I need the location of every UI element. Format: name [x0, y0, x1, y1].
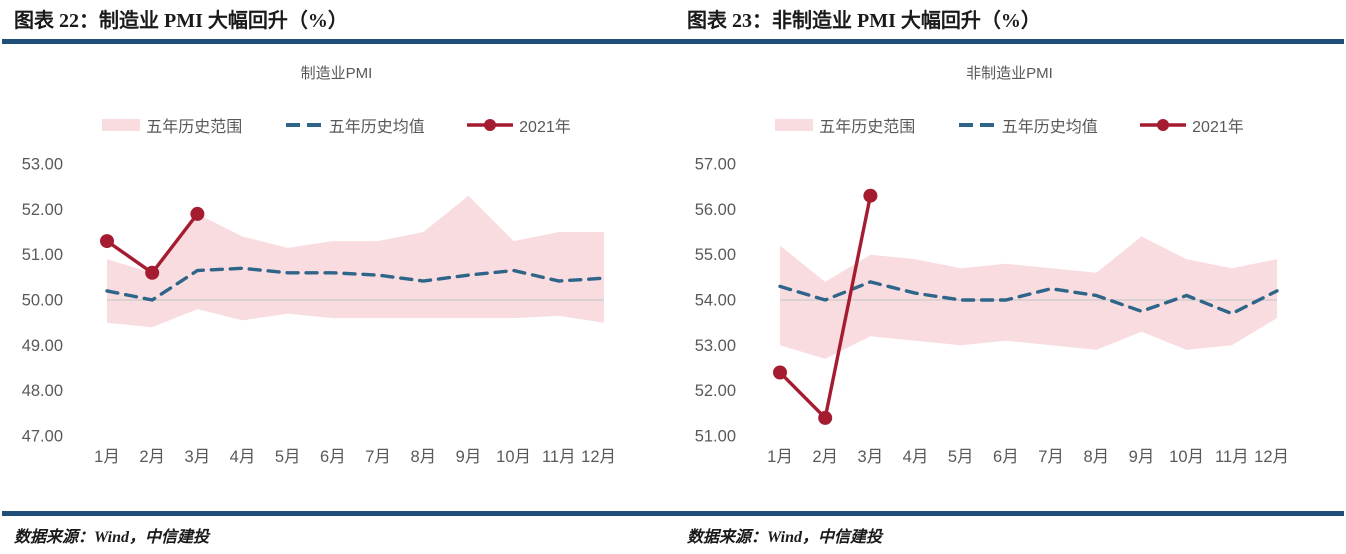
svg-text:54.00: 54.00 — [695, 292, 736, 310]
svg-text:5月: 5月 — [275, 448, 301, 466]
svg-text:55.00: 55.00 — [695, 246, 736, 264]
svg-text:53.00: 53.00 — [22, 156, 63, 174]
svg-text:6月: 6月 — [320, 448, 346, 466]
svg-text:49.00: 49.00 — [22, 337, 63, 355]
svg-text:8月: 8月 — [410, 448, 436, 466]
svg-text:6月: 6月 — [993, 448, 1019, 466]
svg-text:9月: 9月 — [1129, 448, 1155, 466]
svg-text:3月: 3月 — [185, 448, 211, 466]
svg-text:1月: 1月 — [767, 448, 793, 466]
svg-text:11月: 11月 — [1215, 448, 1249, 466]
svg-text:50.00: 50.00 — [22, 292, 63, 310]
svg-text:12月: 12月 — [581, 448, 616, 466]
svg-text:56.00: 56.00 — [695, 201, 736, 219]
svg-text:51.00: 51.00 — [695, 428, 736, 446]
svg-text:11月: 11月 — [542, 448, 576, 466]
svg-text:7月: 7月 — [365, 448, 391, 466]
svg-text:52.00: 52.00 — [695, 382, 736, 400]
svg-text:3月: 3月 — [858, 448, 884, 466]
svg-text:4月: 4月 — [903, 448, 929, 466]
svg-text:51.00: 51.00 — [22, 246, 63, 264]
svg-text:10月: 10月 — [1169, 448, 1204, 466]
svg-text:57.00: 57.00 — [695, 156, 736, 174]
svg-text:1月: 1月 — [94, 448, 120, 466]
svg-text:5月: 5月 — [948, 448, 974, 466]
svg-text:8月: 8月 — [1083, 448, 1109, 466]
svg-text:12月: 12月 — [1254, 448, 1289, 466]
svg-text:7月: 7月 — [1038, 448, 1064, 466]
svg-text:10月: 10月 — [496, 448, 531, 466]
svg-text:53.00: 53.00 — [695, 337, 736, 355]
svg-text:48.00: 48.00 — [22, 382, 63, 400]
svg-text:52.00: 52.00 — [22, 201, 63, 219]
svg-text:47.00: 47.00 — [22, 428, 63, 446]
svg-text:4月: 4月 — [230, 448, 256, 466]
svg-text:9月: 9月 — [456, 448, 482, 466]
svg-text:2月: 2月 — [139, 448, 165, 466]
svg-text:2月: 2月 — [812, 448, 838, 466]
